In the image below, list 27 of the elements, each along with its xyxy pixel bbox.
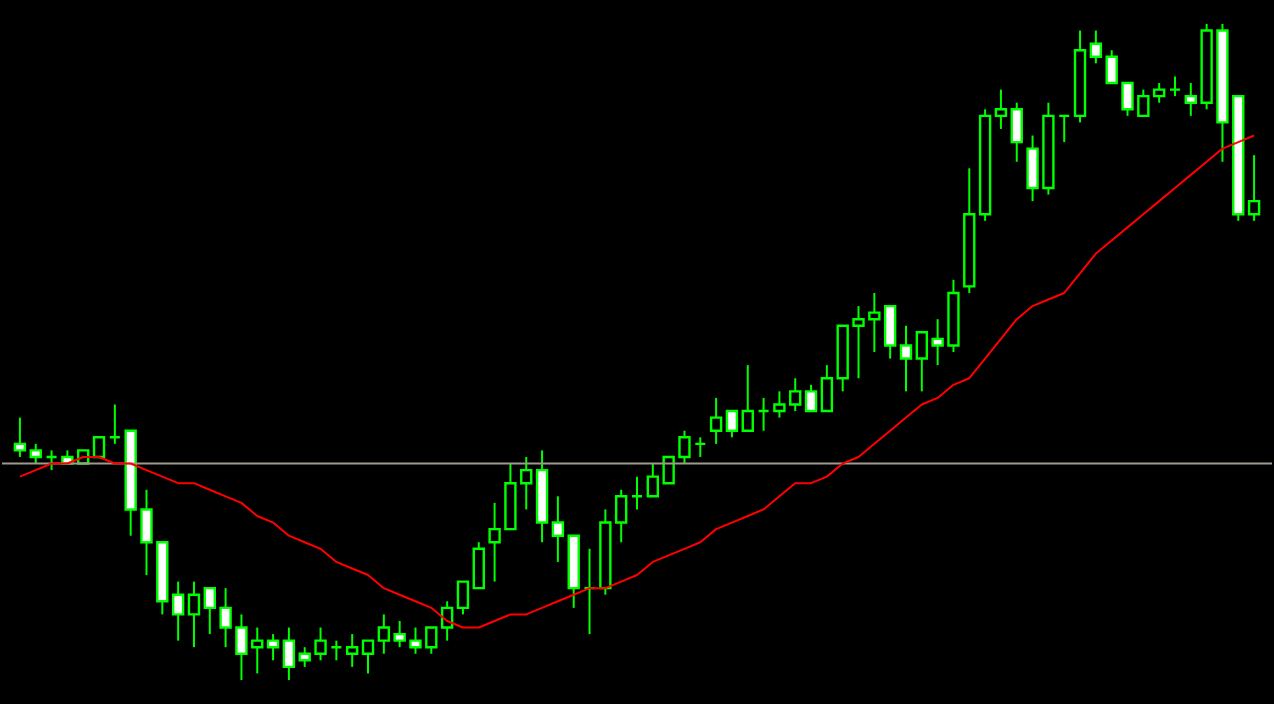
candlestick xyxy=(741,364,754,432)
candlestick xyxy=(1010,101,1023,163)
candlestick xyxy=(45,449,58,472)
candlestick xyxy=(1058,114,1071,144)
candlestick xyxy=(899,324,913,393)
candlestick xyxy=(187,580,201,649)
candlestick xyxy=(13,416,27,458)
candlestick xyxy=(1168,75,1182,98)
candlestick xyxy=(804,383,818,413)
candlestick xyxy=(709,396,723,445)
candlestick xyxy=(282,626,296,681)
candlestick xyxy=(1247,154,1261,222)
candlestick xyxy=(456,580,470,616)
candlestick xyxy=(694,436,707,458)
candlestick xyxy=(108,403,122,445)
candlestick xyxy=(345,633,359,668)
candlestick xyxy=(330,639,343,662)
candlestick xyxy=(361,639,375,675)
candlestick xyxy=(994,88,1008,130)
candlestick xyxy=(583,547,596,636)
candlestick xyxy=(266,633,280,662)
candlestick xyxy=(630,475,644,511)
candlestick xyxy=(551,495,565,563)
candlestick xyxy=(725,409,739,439)
candlestick xyxy=(472,541,485,590)
candlestick xyxy=(757,396,770,432)
candlestick xyxy=(29,442,42,465)
